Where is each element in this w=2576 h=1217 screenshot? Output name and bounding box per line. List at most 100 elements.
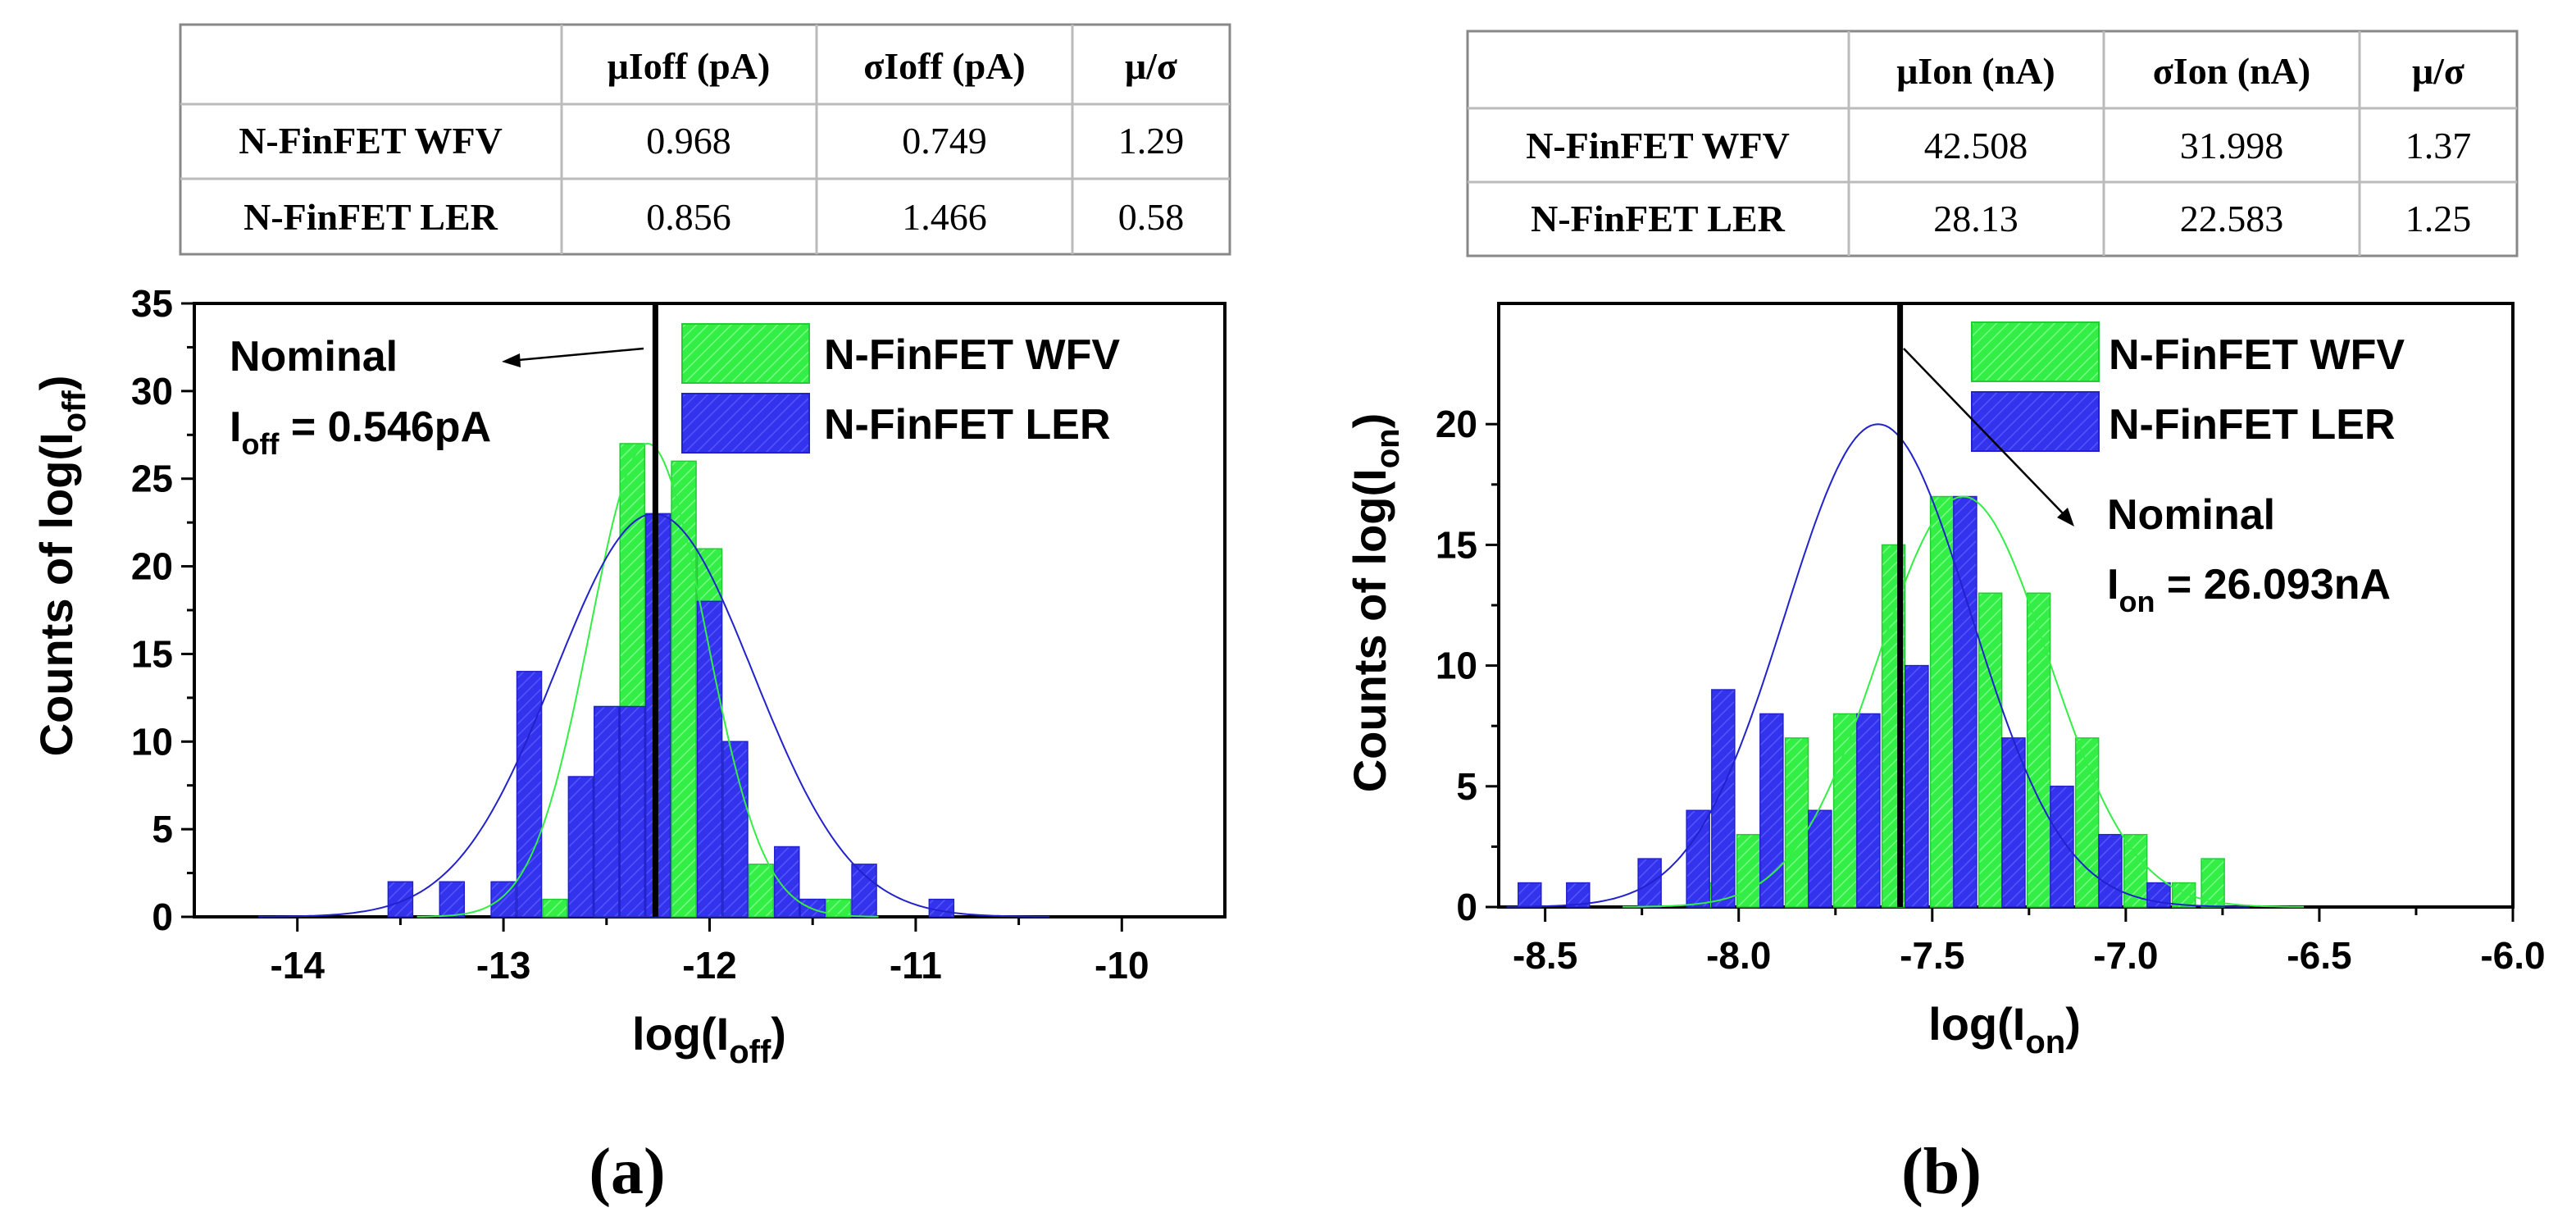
bar: [1784, 737, 1809, 908]
bar: [825, 898, 852, 918]
x-tick-label: -8.0: [1706, 934, 1771, 977]
y-tick-label: 0: [152, 896, 173, 938]
panel-b: μIon (nA) σIon (nA) μ/σ N-FinFET WFV 42.…: [1344, 30, 2546, 1208]
bar: [1832, 713, 1858, 908]
x-tick-label: -10: [1095, 944, 1149, 987]
legend-label-ler: N-FinFET LER: [2109, 401, 2396, 449]
legend-label-ler: N-FinFET LER: [824, 401, 1111, 449]
y-tick-label: 5: [1456, 765, 1477, 808]
legend-label-wfv: N-FinFET WFV: [824, 331, 1120, 379]
table-cell: 1.466: [902, 196, 987, 238]
bars-ler-b: [1518, 495, 2171, 908]
axis-ticks-b: -8.5 -8.0 -7.5 -7.0 -6.5 -6.0 0 5 10 15 20: [1436, 403, 2546, 977]
bar: [748, 864, 775, 918]
table-cell: 31.998: [2180, 125, 2284, 166]
bar: [928, 898, 955, 918]
table-header: μ/σ: [1125, 45, 1177, 87]
annotation-nominal-b: Nominal: [2107, 491, 2275, 539]
y-tick-label: 20: [131, 545, 173, 588]
bar: [851, 864, 877, 918]
table-row-label: N-FinFET WFV: [1526, 125, 1790, 166]
bar: [516, 671, 543, 918]
y-tick-label: 5: [152, 808, 173, 850]
bars-ler-a: [387, 513, 955, 918]
legend-swatch-wfv: [681, 323, 810, 384]
table-header: μIon (nA): [1896, 50, 2055, 92]
panel-label-b: (b): [1901, 1136, 1982, 1208]
y-tick-label: 10: [131, 720, 173, 763]
fit-curve-wfv-b: [1623, 495, 2304, 908]
fit-curve-ler-b: [1506, 423, 2250, 908]
y-tick-label: 30: [131, 370, 173, 413]
table-cell: 0.856: [646, 196, 731, 238]
bar: [1905, 664, 1929, 908]
y-tick-label: 20: [1436, 403, 1477, 445]
bar: [1978, 592, 2003, 908]
bar: [387, 881, 414, 918]
bar: [1929, 495, 1955, 908]
bar: [2001, 737, 2026, 908]
x-tick-label: -7.0: [2093, 934, 2158, 977]
table-cell: 0.58: [1118, 196, 1185, 238]
bar: [1736, 833, 1761, 908]
legend-swatch-ler: [681, 393, 810, 454]
bar: [774, 846, 800, 918]
annotation-arrow-a: [509, 347, 644, 362]
x-tick-label: -13: [476, 944, 530, 987]
table-cell: 22.583: [2180, 198, 2284, 239]
table-cell: 1.29: [1118, 120, 1185, 162]
bar: [1711, 689, 1736, 908]
y-tick-label: 0: [1456, 886, 1477, 928]
y-tick-label: 10: [1436, 645, 1477, 687]
bar: [1856, 713, 1881, 908]
y-axis-label-a: Counts of log(Ioff): [30, 376, 93, 757]
bar: [1953, 495, 1978, 908]
annotation-arrow-b: [1903, 348, 2067, 517]
axis-ticks-a: -14 -13 -12 -11 -10 0 5 10 15 20 25 30 35: [131, 282, 1149, 987]
bar: [722, 741, 749, 918]
legend-label-wfv: N-FinFET WFV: [2109, 331, 2405, 379]
stats-table-a: μIoff (pA) σIoff (pA) μ/σ N-FinFET WFV 0…: [179, 23, 1231, 256]
table-header: μ/σ: [2412, 50, 2464, 92]
x-tick-label: -6.5: [2287, 934, 2351, 977]
panel-label-a: (a): [589, 1136, 665, 1208]
panel-a: μIoff (pA) σIoff (pA) μ/σ N-FinFET WFV 0…: [30, 23, 1231, 1208]
x-axis-label-b: log(Ion): [1928, 998, 2081, 1060]
x-tick-label: -14: [270, 944, 325, 987]
y-tick-label: 15: [1436, 523, 1477, 566]
x-tick-label: -12: [682, 944, 736, 987]
legend-a: N-FinFET WFV N-FinFET LER: [681, 323, 1120, 454]
y-axis-label-b: Counts of log(Ion): [1344, 413, 1406, 793]
table-row-label: N-FinFET LER: [243, 196, 498, 238]
bar: [2074, 737, 2100, 908]
bar: [1518, 882, 1542, 908]
stats-table-b: μIon (nA) σIon (nA) μ/σ N-FinFET WFV 42.…: [1466, 30, 2519, 258]
bar: [2098, 833, 2123, 908]
y-tick-label: 35: [131, 282, 173, 325]
table-header: σIoff (pA): [863, 45, 1026, 87]
table-cell: 1.25: [2405, 198, 2472, 239]
table-cell: 0.968: [646, 120, 731, 162]
table-cell: 42.508: [1924, 125, 2028, 166]
bar: [671, 460, 697, 918]
bar: [2050, 786, 2074, 908]
x-tick-label: -6.0: [2480, 934, 2545, 977]
table-row-label: N-FinFET WFV: [239, 120, 503, 162]
bar: [2123, 833, 2148, 908]
legend-swatch-wfv: [1971, 321, 2100, 382]
arrow-head-icon: [2057, 508, 2074, 526]
table-header: μIoff (pA): [608, 45, 771, 87]
bars-wfv-b: [1687, 495, 2225, 908]
annotation-value-b: Ion = 26.093nA: [2107, 561, 2391, 618]
bar: [542, 898, 568, 918]
bar: [567, 776, 594, 918]
table-cell: 0.749: [902, 120, 987, 162]
bar: [594, 705, 620, 918]
bar: [2026, 592, 2051, 908]
table-cell: 28.13: [1933, 198, 2018, 239]
y-tick-label: 15: [131, 632, 173, 675]
annotation-value-a: Ioff = 0.546pA: [230, 403, 491, 461]
arrow-head-icon: [502, 353, 521, 367]
bar: [1759, 713, 1784, 908]
